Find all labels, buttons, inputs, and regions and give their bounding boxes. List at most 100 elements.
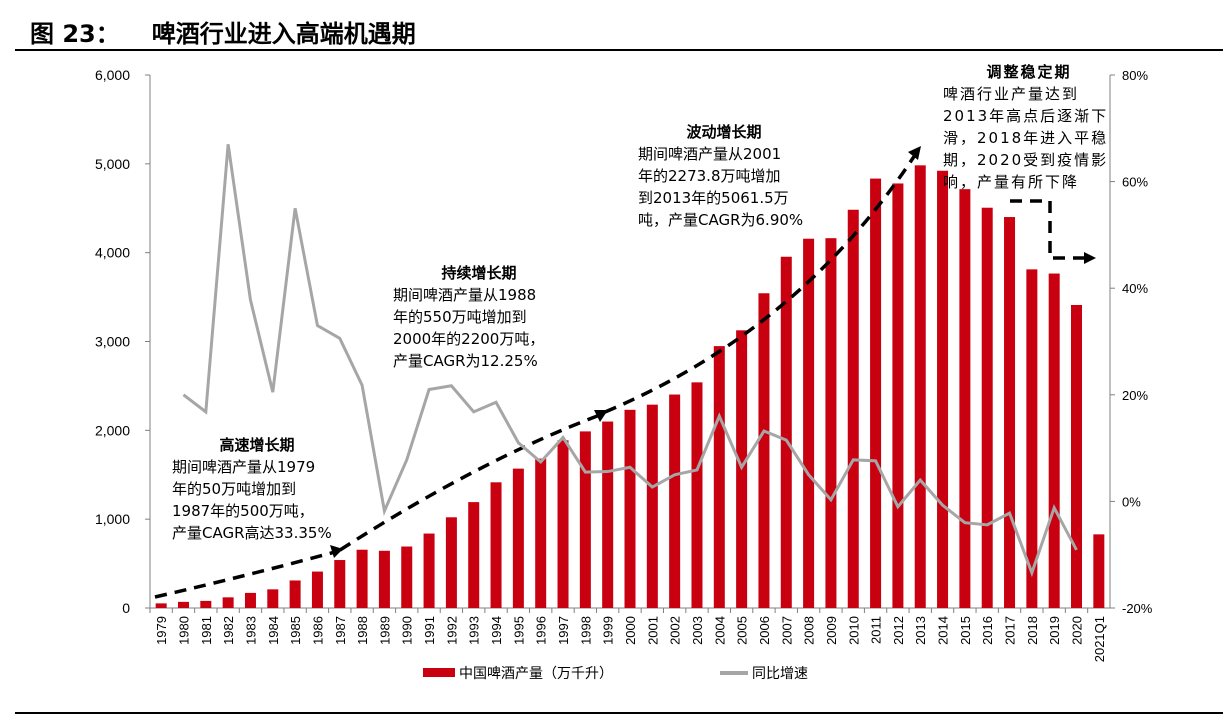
figure-title: 图 23： 啤酒行业进入高端机遇期 bbox=[30, 14, 416, 49]
bar-1985 bbox=[289, 580, 301, 608]
annotation-adjustment-stable: 调整稳定期 啤酒行业产量达到 2013年高点后逐渐下 滑，2018年进入平稳 期… bbox=[943, 61, 1115, 193]
left-tick-label: 3,000 bbox=[95, 334, 130, 350]
bar-2017 bbox=[1004, 217, 1016, 608]
bar-2006 bbox=[758, 293, 770, 608]
annotation-line: 1987年的500万吨， bbox=[172, 502, 314, 520]
bar-2009 bbox=[825, 238, 837, 608]
x-tick-label: 2018 bbox=[1025, 616, 1040, 645]
bar-1994 bbox=[490, 482, 502, 608]
bar-1979 bbox=[155, 603, 167, 608]
bar-2014 bbox=[937, 170, 949, 608]
figure-number: 图 23： bbox=[30, 20, 120, 48]
annotation-fluctuating-growth: 波动增长期 期间啤酒产量从2001 年的2273.8万吨增加 到2013年的50… bbox=[638, 121, 810, 231]
bar-1982 bbox=[222, 597, 234, 608]
x-tick-label: 1990 bbox=[400, 616, 415, 645]
bar-2020 bbox=[1071, 304, 1083, 608]
bar-2021Q1 bbox=[1093, 534, 1105, 608]
x-tick-label: 2019 bbox=[1047, 616, 1062, 645]
x-tick-label: 2006 bbox=[757, 616, 772, 645]
right-tick-label: 40% bbox=[1122, 281, 1148, 296]
annotation-line: 年的50万吨增加到 bbox=[172, 480, 297, 498]
bar-2010 bbox=[847, 209, 859, 608]
annotation-title: 波动增长期 bbox=[686, 123, 762, 141]
trend-arrow-4 bbox=[1010, 199, 1088, 260]
bar-1984 bbox=[267, 589, 279, 608]
x-tick-label: 1996 bbox=[534, 616, 549, 645]
left-tick-label: 2,000 bbox=[95, 422, 130, 438]
annotation-line: 期间啤酒产量从1979 bbox=[172, 458, 316, 476]
x-tick-label: 1993 bbox=[467, 616, 482, 645]
x-tick-label: 1979 bbox=[154, 616, 169, 645]
bar-1987 bbox=[334, 560, 346, 608]
right-tick-label: 80% bbox=[1122, 68, 1148, 83]
bar-2011 bbox=[870, 178, 882, 609]
bar-2000 bbox=[624, 409, 636, 608]
x-tick-label: 1994 bbox=[489, 616, 504, 645]
annotation-line: 期间啤酒产量从1988 bbox=[393, 286, 537, 304]
x-tick-label: 2021Q1 bbox=[1092, 616, 1107, 662]
x-tick-label: 1986 bbox=[310, 616, 325, 645]
bar-1999 bbox=[602, 421, 614, 608]
x-tick-label: 1998 bbox=[578, 616, 593, 645]
x-tick-label: 2001 bbox=[645, 616, 660, 645]
x-tick-label: 1988 bbox=[355, 616, 370, 645]
annotation-line: 年的550万吨增加到 bbox=[393, 308, 527, 326]
x-tick-label: 2015 bbox=[958, 616, 973, 645]
legend-swatch-production bbox=[423, 668, 455, 677]
right-tick-label: 60% bbox=[1122, 175, 1148, 190]
bar-1992 bbox=[445, 517, 457, 608]
left-tick-label: 6,000 bbox=[95, 67, 130, 83]
x-tick-label: 1985 bbox=[288, 616, 303, 645]
x-tick-label: 1982 bbox=[221, 616, 236, 645]
x-tick-label: 1997 bbox=[556, 616, 571, 645]
x-tick-label: 1984 bbox=[266, 616, 281, 645]
annotation-title: 持续增长期 bbox=[441, 264, 517, 282]
bar-1998 bbox=[579, 431, 591, 608]
trend-arrow-2 bbox=[339, 413, 601, 552]
legend-label-growth: 同比增速 bbox=[752, 665, 808, 681]
annotation-sustained-growth: 持续增长期 期间啤酒产量从1988 年的550万吨增加到 2000年的2200万… bbox=[393, 262, 565, 372]
annotation-title: 高速增长期 bbox=[219, 436, 295, 454]
annotation-line: 产量CAGR为12.25% bbox=[393, 352, 538, 370]
x-tick-label: 1983 bbox=[243, 616, 258, 645]
annotation-line: 年的2273.8万吨增加 bbox=[638, 167, 781, 185]
bar-1980 bbox=[177, 601, 189, 608]
bar-1983 bbox=[244, 592, 256, 608]
annotation-line: 产量CAGR高达33.35% bbox=[172, 524, 332, 542]
x-tick-label: 2007 bbox=[779, 616, 794, 645]
annotation-line: 滑，2018年进入平稳 bbox=[943, 129, 1109, 147]
annotation-title: 调整稳定期 bbox=[986, 63, 1072, 81]
arrowhead-4 bbox=[1084, 252, 1096, 264]
x-tick-label: 2008 bbox=[802, 616, 817, 645]
x-tick-label: 2009 bbox=[824, 616, 839, 645]
bar-2016 bbox=[981, 207, 993, 609]
x-tick-label: 1995 bbox=[511, 616, 526, 645]
x-tick-label: 1981 bbox=[199, 616, 214, 645]
x-tick-label: 2002 bbox=[668, 616, 683, 645]
x-tick-label: 2011 bbox=[869, 616, 884, 644]
x-tick-label: 2003 bbox=[690, 616, 705, 645]
x-tick-label: 2014 bbox=[936, 616, 951, 645]
x-tick-label: 2016 bbox=[980, 616, 995, 645]
right-tick-label: 20% bbox=[1122, 388, 1148, 403]
annotation-line: 啤酒行业产量达到 bbox=[943, 85, 1080, 103]
bar-2007 bbox=[780, 256, 792, 608]
x-tick-label: 2010 bbox=[846, 616, 861, 645]
bar-2008 bbox=[803, 238, 815, 608]
figure-title-text: 啤酒行业进入高端机遇期 bbox=[151, 20, 416, 48]
annotation-line: 响，产量有所下降 bbox=[943, 173, 1080, 191]
annotation-line: 2013年高点后逐渐下 bbox=[943, 107, 1109, 125]
legend-label-production: 中国啤酒产量（万千升） bbox=[459, 665, 613, 681]
x-tick-label: 1989 bbox=[377, 616, 392, 645]
x-tick-label: 1992 bbox=[444, 616, 459, 645]
annotation-line: 期间啤酒产量从2001 bbox=[638, 145, 782, 163]
right-tick-label: -20% bbox=[1122, 601, 1153, 616]
x-tick-label: 2000 bbox=[623, 616, 638, 645]
bar-1997 bbox=[557, 440, 569, 608]
bar-2002 bbox=[669, 394, 681, 608]
annotation-line: 期，2020受到疫情影 bbox=[943, 151, 1109, 169]
bar-2001 bbox=[646, 404, 658, 608]
bar-2018 bbox=[1026, 269, 1038, 608]
